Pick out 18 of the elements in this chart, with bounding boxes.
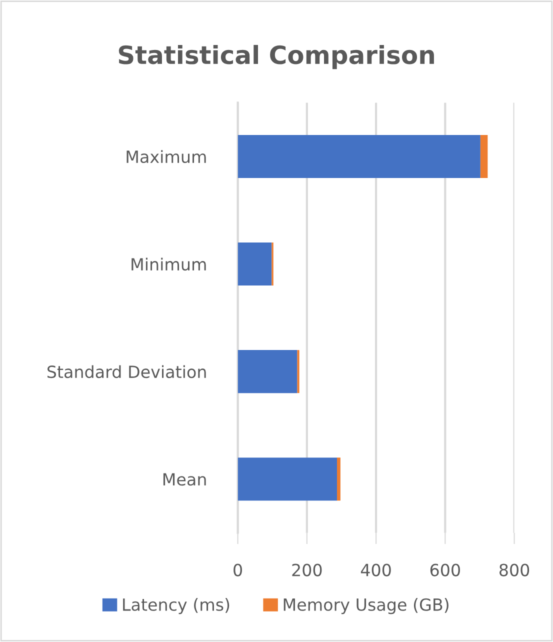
bar bbox=[238, 458, 337, 501]
chart-title: Statistical Comparison bbox=[118, 44, 434, 70]
legend-label: Memory Usage (GB) bbox=[284, 598, 448, 614]
x-tick-label: 800 bbox=[500, 564, 530, 576]
y-tick-label: Mean bbox=[163, 473, 206, 486]
bar bbox=[238, 242, 272, 286]
legend-label: Latency (ms) bbox=[123, 598, 230, 614]
y-tick-label: Maximum bbox=[126, 150, 206, 164]
y-tick-label: Minimum bbox=[132, 258, 206, 271]
x-tick-label: 200 bbox=[292, 564, 322, 576]
bar bbox=[238, 134, 480, 178]
bar bbox=[480, 134, 488, 178]
x-tick-label: 600 bbox=[430, 564, 460, 576]
x-tick-label: 0 bbox=[234, 564, 242, 576]
x-tick-label: 400 bbox=[360, 564, 391, 576]
bar bbox=[238, 350, 298, 394]
y-tick-label: Standard Deviation bbox=[47, 365, 206, 378]
bar bbox=[336, 458, 340, 501]
